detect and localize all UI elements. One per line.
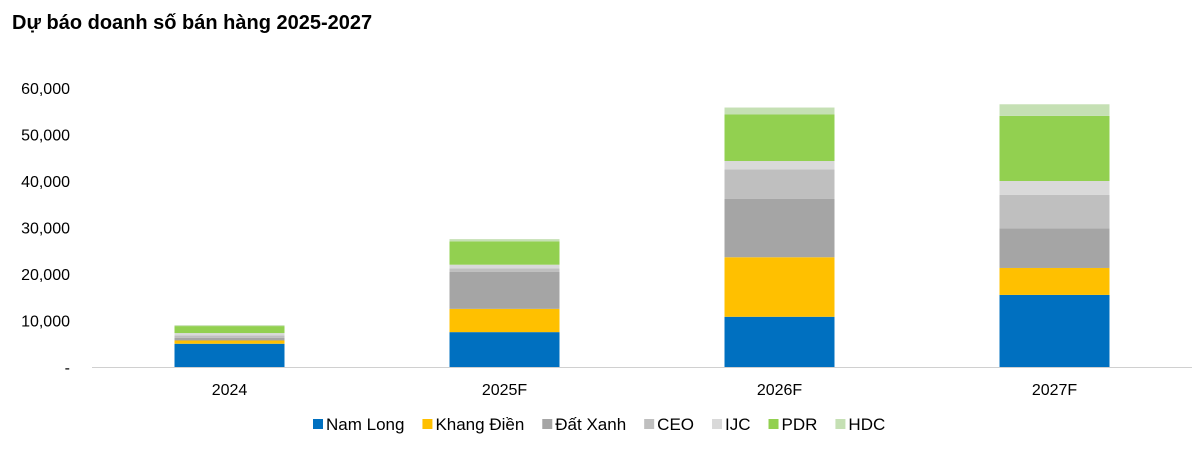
bars-group [174,104,1110,367]
legend-item: Đất Xanh [542,415,626,434]
x-tick-label: 2025F [482,382,528,399]
legend-label: Nam Long [326,415,404,434]
y-tick-label: 30,000 [21,221,70,238]
bar-segment [999,104,1110,116]
legend-swatch [644,419,655,429]
bar-segment [724,316,835,367]
bar-segment [449,264,560,269]
legend-label: Đất Xanh [555,415,626,434]
legend-label: Khang Điền [435,415,524,434]
legend-swatch [542,419,553,429]
legend-swatch [313,419,323,429]
bar-segment [449,268,560,272]
legend-label: PDR [782,415,818,434]
bar-segment [999,267,1110,295]
bar-segment [999,294,1110,367]
legend: Nam Long Khang Điền Đất Xanh CEO IJC PDR HDC [313,415,885,434]
bar-segment [999,115,1110,181]
bar-segment [174,343,285,367]
legend-item: HDC [835,415,885,434]
legend-item: Khang Điền [422,415,524,434]
bar-segment [449,239,560,242]
legend-item: PDR [768,415,818,434]
legend-item: CEO [644,415,694,434]
legend-swatch [422,419,433,429]
bar-segment [174,333,285,336]
y-tick-label: 10,000 [21,314,70,331]
bar-segment [724,161,835,170]
y-tick-labels: - 10,000 20,000 30,000 40,000 50,000 60,000 [21,81,70,377]
bar-segment [724,107,835,115]
bar-segment [724,257,835,317]
legend-label: HDC [848,415,885,434]
bar-segment [174,337,285,341]
x-tick-label: 2027F [1032,382,1078,399]
bar-segment [999,228,1110,268]
x-tick-label: 2024 [212,382,248,399]
legend-label: CEO [657,415,694,434]
y-tick-label: 20,000 [21,267,70,284]
bar-segment [999,194,1110,229]
y-tick-label: 60,000 [21,81,70,98]
x-tick-labels: 2024 2025F 2026F 2027F [212,382,1078,399]
bar-segment [174,340,285,344]
bar-segment [724,198,835,258]
legend-swatch [835,419,846,429]
legend-item: Nam Long [313,415,404,434]
y-tick-label: 50,000 [21,128,70,145]
legend-item: IJC [712,415,751,434]
bar-segment [449,332,560,367]
legend-swatch [768,419,779,429]
bar-segment [724,169,835,199]
bar-segment [174,326,285,334]
x-tick-label: 2026F [757,382,803,399]
bar-segment [174,325,285,327]
bar-segment [449,271,560,309]
bar-segment [449,241,560,265]
legend-label: IJC [725,415,751,434]
bar-segment [724,114,835,162]
bar-segment [174,335,285,338]
y-tick-label: 40,000 [21,174,70,191]
legend-swatch [712,419,723,429]
bar-segment [999,181,1110,195]
bar-segment [449,308,560,333]
chart-title: Dự báo doanh số bán hàng 2025-2027 [12,12,373,34]
y-tick-label: - [65,360,70,377]
